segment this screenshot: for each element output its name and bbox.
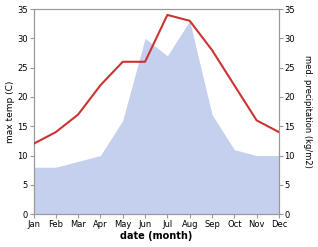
X-axis label: date (month): date (month)	[120, 231, 192, 242]
Y-axis label: med. precipitation (kg/m2): med. precipitation (kg/m2)	[303, 55, 313, 168]
Y-axis label: max temp (C): max temp (C)	[5, 80, 15, 143]
